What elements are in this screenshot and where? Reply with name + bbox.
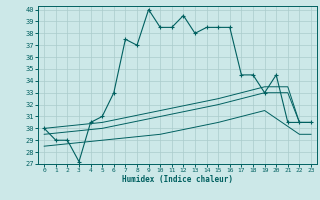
- X-axis label: Humidex (Indice chaleur): Humidex (Indice chaleur): [122, 175, 233, 184]
